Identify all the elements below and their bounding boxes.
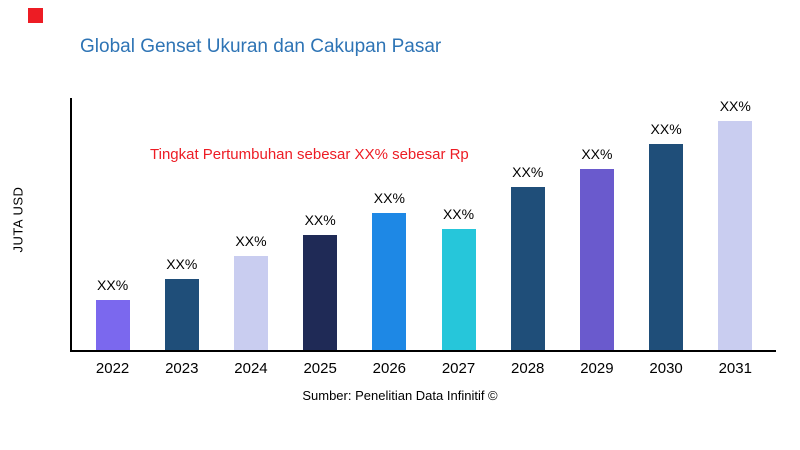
x-tick-label: 2028: [511, 360, 545, 377]
bar-group: XX% 2030: [636, 98, 696, 377]
bar-value-label: XX%: [650, 120, 682, 137]
bar-group: XX% 2029: [567, 98, 627, 377]
x-tick-label: 2030: [649, 360, 683, 377]
bar: [372, 212, 407, 350]
bar-group: XX% 2025: [290, 98, 350, 377]
bar: [510, 187, 545, 350]
bar-group: XX% 2031: [705, 98, 765, 377]
plot-area: XX% 2022 XX% 2023 XX% 2024 XX% 2025 XX% 2026 XX% 20…: [70, 98, 776, 377]
x-tick-label: 2025: [303, 360, 337, 377]
x-tick-label: 2023: [165, 360, 199, 377]
bar-value-label: XX%: [581, 146, 613, 163]
bars: XX% 2022 XX% 2023 XX% 2024 XX% 2025 XX% 2026 XX% 20…: [72, 98, 776, 377]
bar-value-label: XX%: [166, 255, 198, 272]
bar-value-label: XX%: [719, 98, 751, 114]
bar-group: XX% 2027: [429, 98, 489, 377]
bar: [579, 169, 614, 350]
bar-group: XX% 2028: [498, 98, 558, 377]
chart-title: Global Genset Ukuran dan Cakupan Pasar: [80, 36, 442, 57]
bar-value-label: XX%: [512, 164, 544, 181]
bar: [718, 121, 753, 350]
bar: [164, 278, 199, 350]
bar: [303, 235, 338, 350]
bar-value-label: XX%: [97, 276, 129, 293]
bar-group: XX% 2022: [83, 98, 143, 377]
x-tick-label: 2022: [95, 360, 130, 377]
bar-value-label: XX%: [373, 189, 405, 206]
bar-group: XX% 2023: [152, 98, 212, 377]
bar-group: XX% 2024: [221, 98, 281, 377]
bar: [233, 256, 268, 350]
x-tick-label: 2024: [234, 360, 268, 377]
x-tick-label: 2031: [718, 360, 752, 377]
bar: [441, 228, 476, 350]
y-axis-label: JUTA USD: [10, 186, 26, 253]
bar: [649, 143, 684, 350]
bar-value-label: XX%: [442, 205, 475, 222]
source-caption: Sumber: Penelitian Data Infinitif ©: [302, 388, 498, 403]
bar-value-label: XX%: [235, 233, 267, 250]
bar: [95, 299, 130, 350]
bar-group: XX% 2026: [359, 98, 419, 377]
x-tick-label: 2029: [580, 360, 614, 377]
x-tick-label: 2026: [372, 360, 407, 377]
corner-marker-square: [28, 8, 43, 23]
x-tick-label: 2027: [441, 360, 476, 377]
growth-annotation: Tingkat Pertumbuhan sebesar XX% sebesar …: [150, 146, 469, 163]
bar-value-label: XX%: [304, 212, 336, 229]
